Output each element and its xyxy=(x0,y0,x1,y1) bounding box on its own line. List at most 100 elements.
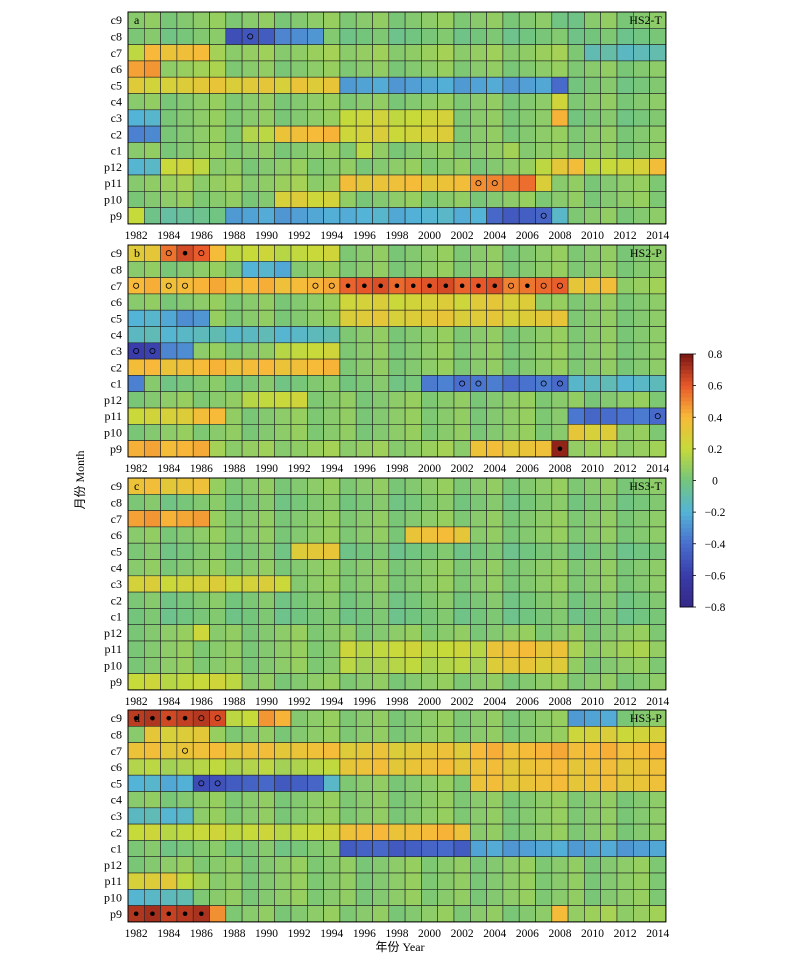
heatmap-cell xyxy=(453,11,471,29)
heatmap-cell xyxy=(258,888,275,906)
heatmap-cell xyxy=(486,260,504,278)
heatmap-cell xyxy=(323,774,341,792)
panel-frame xyxy=(127,11,667,225)
month-label: p12 xyxy=(104,626,122,640)
heatmap-cell xyxy=(176,791,194,809)
heatmap-cell xyxy=(453,93,471,111)
heatmap-cell xyxy=(176,526,194,544)
heatmap-cell xyxy=(535,93,553,111)
heatmap-cell xyxy=(160,640,178,658)
heatmap-cell xyxy=(551,109,569,127)
heatmap-cell xyxy=(437,591,455,609)
heatmap-cell xyxy=(437,856,455,874)
heatmap-cell xyxy=(274,840,292,858)
heatmap-cell xyxy=(306,109,324,127)
month-label: c1 xyxy=(111,377,122,391)
heatmap-cell xyxy=(355,840,373,858)
heatmap-cell xyxy=(469,559,487,577)
heatmap-cell xyxy=(502,358,520,376)
heatmap-cell xyxy=(502,656,520,674)
heatmap-cell xyxy=(502,60,520,78)
heatmap-cell xyxy=(518,624,536,642)
heatmap-cell xyxy=(160,293,178,311)
significance-circle xyxy=(198,780,205,787)
heatmap-cell xyxy=(127,76,145,94)
heatmap-cell xyxy=(258,440,275,458)
heatmap-cell xyxy=(306,656,324,674)
heatmap-cell xyxy=(144,888,161,906)
heatmap-cell xyxy=(372,375,390,392)
heatmap-cell xyxy=(567,526,585,544)
heatmap-cell xyxy=(388,656,406,674)
heatmap-cell xyxy=(355,109,373,127)
colorbar-segment xyxy=(680,567,693,572)
heatmap-cell xyxy=(469,342,487,360)
heatmap-cell xyxy=(567,391,585,409)
significance-circle xyxy=(165,282,172,289)
heatmap-cell xyxy=(225,440,243,458)
heatmap-cell xyxy=(176,888,194,906)
heatmap-cell xyxy=(502,375,520,392)
heatmap-cell xyxy=(551,542,569,560)
heatmap-cell xyxy=(453,872,471,890)
heatmap-cell xyxy=(241,542,259,560)
heatmap-cell xyxy=(649,774,667,792)
colorbar-segment xyxy=(680,393,693,398)
heatmap-cell xyxy=(225,542,243,560)
heatmap-cell xyxy=(160,477,178,495)
heatmap-cell xyxy=(502,27,520,45)
colorbar-segment xyxy=(680,492,693,497)
heatmap-cell xyxy=(290,493,308,511)
significance-dot xyxy=(133,911,139,917)
colorbar-tick-label: −0.8 xyxy=(705,602,726,614)
heatmap-cell xyxy=(437,725,455,743)
heatmap-cell xyxy=(469,608,487,626)
heatmap-cell xyxy=(209,309,227,327)
significance-circle xyxy=(475,180,482,187)
heatmap-cell xyxy=(453,823,471,841)
heatmap-cell xyxy=(453,840,471,858)
heatmap-cell xyxy=(518,709,536,727)
heatmap-cell xyxy=(355,477,373,495)
heatmap-cell xyxy=(225,391,243,409)
heatmap-cell xyxy=(144,477,161,495)
heatmap-cell xyxy=(258,207,275,225)
x-tick-label: 2006 xyxy=(516,928,539,940)
colorbar-tick-label: 0 xyxy=(712,476,718,488)
heatmap-cell xyxy=(632,624,650,642)
heatmap-cell xyxy=(616,872,634,890)
heatmap-cell xyxy=(144,440,161,458)
heatmap-cell xyxy=(421,542,438,560)
heatmap-cell xyxy=(388,44,406,62)
heatmap-cell xyxy=(404,656,422,674)
heatmap-cell xyxy=(649,888,667,906)
month-label: p11 xyxy=(104,409,122,423)
panel-title: HS2-T xyxy=(629,13,662,27)
colorbar-tick-label: 0.2 xyxy=(708,444,723,456)
heatmap-cell xyxy=(209,905,227,923)
heatmap-cell xyxy=(160,109,178,127)
heatmap-cell xyxy=(127,407,145,425)
x-tick-label: 1984 xyxy=(157,230,180,242)
heatmap-cell xyxy=(290,293,308,311)
x-tick-label: 1988 xyxy=(222,928,245,940)
heatmap-cell xyxy=(144,758,161,776)
heatmap-cell xyxy=(421,526,438,544)
x-tick-label: 2004 xyxy=(483,463,506,475)
heatmap-cell xyxy=(225,791,243,809)
heatmap-cell xyxy=(388,27,406,45)
significance-circle xyxy=(475,380,482,387)
heatmap-cell xyxy=(144,575,161,593)
colorbar-segment xyxy=(680,484,693,489)
heatmap-cell xyxy=(567,407,585,425)
heatmap-cell xyxy=(290,888,308,906)
heatmap-cell xyxy=(535,11,553,29)
heatmap-cell xyxy=(388,358,406,376)
heatmap-cell xyxy=(225,125,243,143)
heatmap-cell xyxy=(192,542,210,560)
heatmap-cell xyxy=(632,758,650,776)
heatmap-cell xyxy=(469,575,487,593)
heatmap-cell xyxy=(209,575,227,593)
heatmap-cell xyxy=(274,774,292,792)
heatmap-cell xyxy=(486,125,504,143)
